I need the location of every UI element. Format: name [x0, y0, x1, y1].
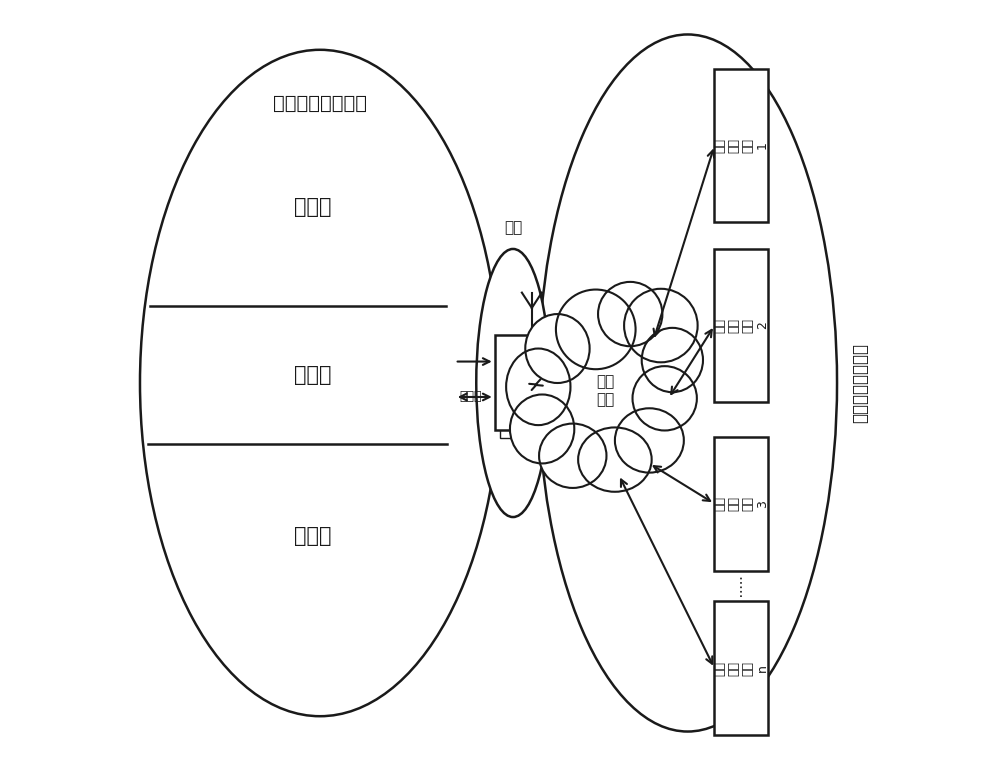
Ellipse shape [476, 249, 550, 517]
Ellipse shape [506, 349, 570, 425]
Ellipse shape [525, 314, 590, 383]
Text: 无线: 无线 [551, 391, 566, 404]
Ellipse shape [642, 328, 703, 392]
Text: 过程层: 过程层 [294, 526, 331, 546]
Ellipse shape [140, 50, 500, 716]
Text: 无线分布测控系统: 无线分布测控系统 [851, 343, 869, 423]
Ellipse shape [598, 282, 662, 346]
Ellipse shape [624, 289, 698, 362]
Ellipse shape [556, 290, 636, 369]
Text: 站控层: 站控层 [294, 197, 331, 217]
Ellipse shape [527, 320, 688, 453]
Text: 以太网: 以太网 [460, 391, 482, 404]
Ellipse shape [578, 427, 652, 492]
Ellipse shape [510, 394, 574, 463]
Ellipse shape [539, 424, 606, 488]
Bar [495, 335, 540, 430]
Text: 无线
监测
终端
3: 无线 监测 终端 3 [714, 496, 769, 511]
Text: 无线
监测
终端
n: 无线 监测 终端 n [714, 661, 769, 676]
Bar [714, 601, 768, 735]
Text: 间隔层: 间隔层 [294, 365, 331, 385]
Text: 无线
监测
终端
2: 无线 监测 终端 2 [714, 318, 769, 333]
Bar [500, 342, 544, 438]
Ellipse shape [633, 366, 697, 430]
Bar [714, 437, 768, 571]
Text: 本装置: 本装置 [509, 367, 522, 389]
Bar [714, 249, 768, 402]
Text: 无线
信道: 无线 信道 [597, 374, 615, 408]
Ellipse shape [615, 408, 684, 473]
Text: 数字化变电站系统: 数字化变电站系统 [273, 94, 367, 113]
Text: 网关: 网关 [504, 220, 522, 235]
Bar [714, 69, 768, 222]
Text: 无线
监测
终端
1: 无线 监测 终端 1 [714, 138, 769, 153]
Ellipse shape [538, 34, 837, 732]
